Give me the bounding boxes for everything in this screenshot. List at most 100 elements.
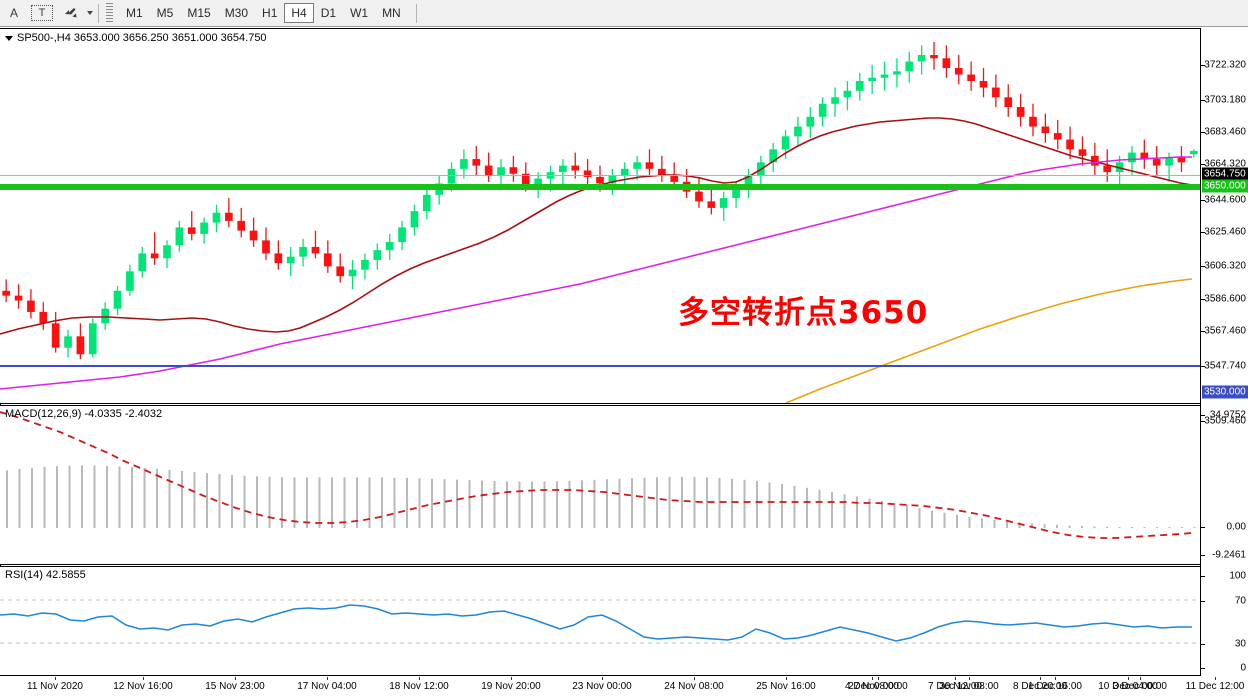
text-tool-button[interactable]: A [9, 6, 18, 20]
toolbar-drag-handle[interactable] [106, 3, 113, 23]
timeframe-h1[interactable]: H1 [262, 6, 278, 20]
current-price-tag: 3654.750 [1202, 167, 1248, 181]
macd-header: MACD(12,26,9) -4.0335 -2.4032 [5, 408, 163, 420]
timeframe-m15[interactable]: M15 [187, 6, 211, 20]
timeframe-m30[interactable]: M30 [224, 6, 249, 20]
toolbar-separator [98, 3, 99, 23]
time-tick [143, 677, 144, 680]
macd-plot-area[interactable] [0, 406, 1200, 564]
time-tick [602, 677, 603, 680]
blue-level-tag: 3530.000 [1202, 385, 1248, 399]
time-axis[interactable]: 11 Nov 2020 12 Nov 16:00 15 Nov 23:00 17 No… [0, 677, 1248, 699]
moving-average-orange [785, 278, 1193, 403]
price-axis-tick [1201, 65, 1205, 66]
time-axis-label: 3 Dec 00:00 [1113, 681, 1167, 692]
time-axis-label: 11 Dec 12:00 [1185, 681, 1245, 692]
macd-svg [0, 411, 1196, 539]
time-tick [955, 677, 956, 680]
time-tick [419, 677, 420, 680]
shapes-dropdown-chevron-icon[interactable] [87, 11, 93, 15]
macd-axis-tick [1201, 415, 1205, 416]
macd-axis-label: -9.2461 [1212, 549, 1246, 561]
price-axis-tick [1201, 299, 1205, 300]
rsi-axis-tick [1201, 576, 1205, 577]
price-axis-label: 3606.320 [1204, 260, 1246, 272]
timeframe-mn[interactable]: MN [382, 6, 401, 20]
blue-support-line [0, 365, 1200, 367]
time-tick [786, 677, 787, 680]
price-chart-panel[interactable]: 多空转折点3650 SP500-,H4 3653.000 3656.250 36… [0, 28, 1200, 404]
price-axis-tick [1201, 132, 1205, 133]
price-axis-tick [1201, 200, 1205, 201]
time-axis-label: 23 Nov 00:00 [572, 681, 632, 692]
price-axis-tick [1201, 366, 1205, 367]
price-axis-label: 3683.460 [1204, 126, 1246, 138]
time-tick [1215, 677, 1216, 680]
timeframe-m1[interactable]: M1 [126, 6, 143, 20]
price-panel-header: SP500-,H4 3653.000 3656.250 3651.000 365… [5, 32, 267, 44]
time-axis-label: 4 Dec 08:00 [845, 681, 899, 692]
timeframe-h4[interactable]: H4 [284, 3, 314, 23]
time-axis-label: 25 Nov 16:00 [756, 681, 816, 692]
rsi-header: RSI(14) 42.5855 [5, 569, 86, 581]
timeframe-m5[interactable]: M5 [156, 6, 174, 20]
time-axis-label: 30 Nov 08:00 [939, 681, 999, 692]
shapes-arrows-icon[interactable] [59, 2, 81, 24]
price-axis-label: 3547.740 [1204, 360, 1246, 372]
toolbar: A T M1 M5 M15 M30 H1 H4 D1 W1 MN [0, 0, 1248, 27]
time-tick [235, 677, 236, 680]
rsi-axis-label: 0 [1240, 662, 1246, 674]
rsi-axis-tick [1201, 668, 1205, 669]
rsi-axis-tick [1201, 601, 1205, 602]
toolbar-separator-right [415, 3, 417, 23]
macd-axis-label: 0.00 [1226, 521, 1246, 533]
macd-panel[interactable]: MACD(12,26,9) -4.0335 -2.4032 [0, 405, 1200, 565]
time-axis-label: 7 Dec 12:00 [928, 681, 982, 692]
macd-signal-line [0, 411, 1193, 539]
green-level-tag: 3650.000 [1202, 179, 1248, 193]
timeframe-group: M1 M5 M15 M30 H1 H4 D1 W1 MN [119, 3, 408, 23]
price-axis-label: 3722.320 [1204, 59, 1246, 71]
time-axis-label: 8 Dec 20:00 [1013, 681, 1067, 692]
rsi-axis-tick [1201, 644, 1205, 645]
time-tick [1128, 677, 1129, 680]
rsi-axis-label: 70 [1234, 595, 1246, 607]
price-axis-tick [1201, 331, 1205, 332]
price-axis-label: 3567.460 [1204, 325, 1246, 337]
price-plot-area[interactable]: 多空转折点3650 [0, 29, 1200, 403]
rsi-svg [0, 599, 1200, 644]
time-tick [511, 677, 512, 680]
price-axis-column[interactable]: 3722.320 3703.180 3683.460 3664.320 3644.600… [1200, 28, 1248, 676]
macd-axis-label: 34.9752 [1209, 409, 1246, 421]
price-axis-tick [1201, 421, 1205, 422]
time-tick [969, 677, 970, 680]
rsi-line [0, 604, 1192, 642]
time-axis-label: 15 Nov 23:00 [205, 681, 265, 692]
textbox-tool-button[interactable]: T [31, 5, 53, 21]
price-header-text: SP500-,H4 3653.000 3656.250 3651.000 365… [17, 32, 267, 44]
green-support-line [0, 184, 1200, 190]
price-axis-tick [1201, 266, 1205, 267]
collapse-triangle-icon[interactable] [5, 35, 13, 41]
price-axis-label: 3509.460 [1204, 415, 1246, 427]
rsi-panel[interactable]: RSI(14) 42.5855 [0, 566, 1200, 676]
time-tick [55, 677, 56, 680]
price-axis-label: 3625.460 [1204, 226, 1246, 238]
time-tick [1140, 677, 1141, 680]
rsi-plot-area[interactable] [0, 567, 1200, 675]
moving-average-magenta [0, 156, 1192, 390]
timeframe-w1[interactable]: W1 [350, 6, 369, 20]
time-axis-label: 10 Dec 04:00 [1098, 681, 1158, 692]
price-axis-label: 3664.320 [1204, 158, 1246, 170]
time-axis-label: 17 Nov 04:00 [297, 681, 357, 692]
time-tick [327, 677, 328, 680]
price-svg [0, 42, 1198, 403]
timeframe-d1[interactable]: D1 [320, 6, 337, 20]
time-axis-label: 18 Nov 12:00 [389, 681, 449, 692]
price-axis-tick [1201, 232, 1205, 233]
macd-axis-tick [1201, 555, 1205, 556]
time-tick [1040, 677, 1041, 680]
time-tick [694, 677, 695, 680]
price-axis-label: 3644.600 [1204, 194, 1246, 206]
